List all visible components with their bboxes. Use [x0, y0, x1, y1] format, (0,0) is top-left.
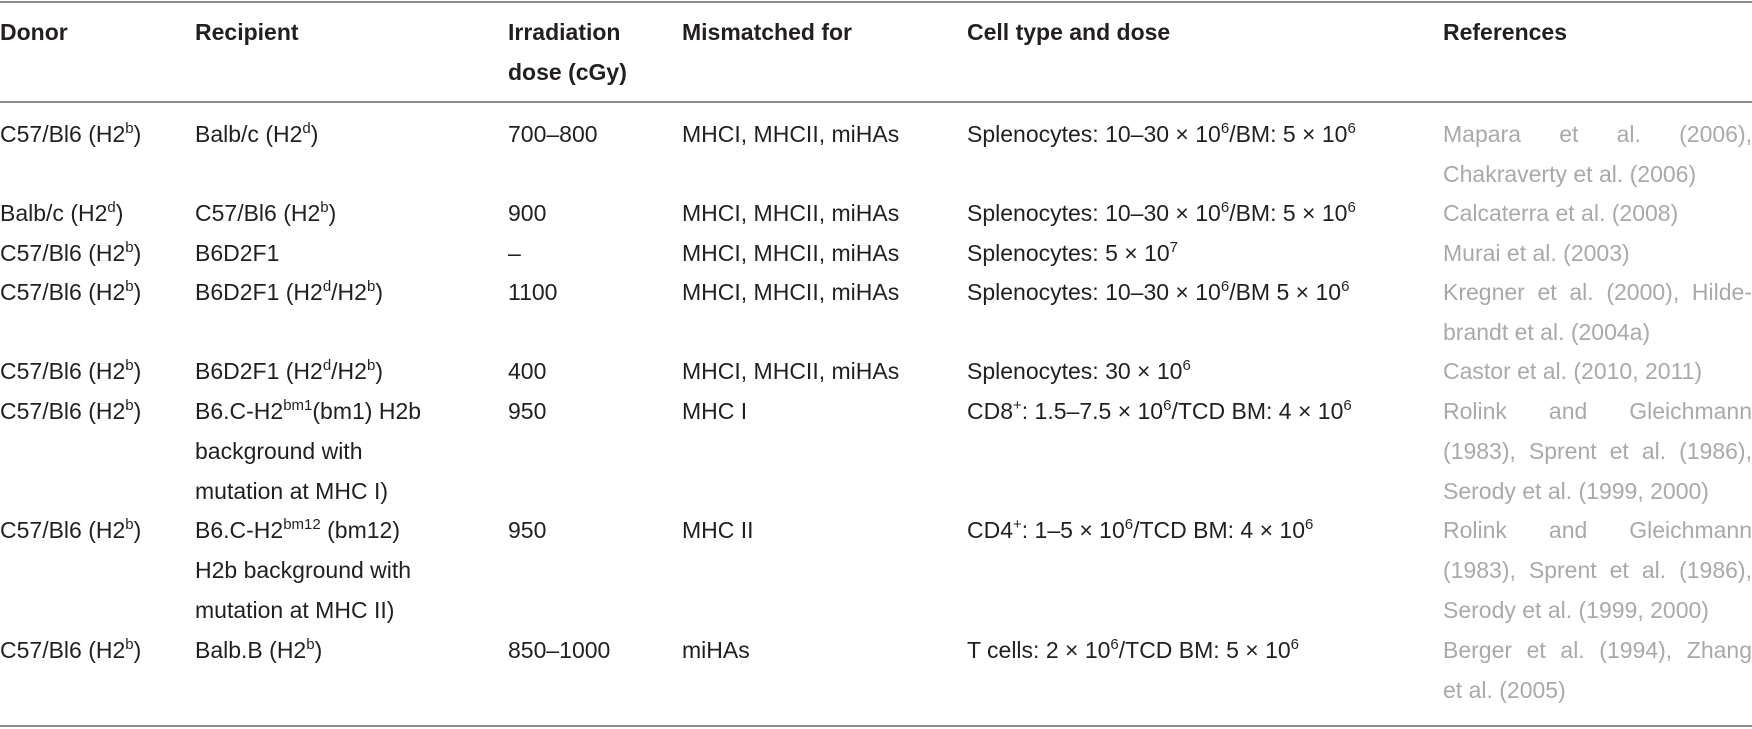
header-references: References — [1443, 19, 1568, 45]
cell-type-cell: Splenocytes: 10–30 × 106/BM: 5 × 106 — [967, 199, 1356, 226]
mismatch-cell: MHC I — [682, 398, 748, 424]
reference-cell: Calcaterra et al. (2008) — [1443, 200, 1679, 226]
cell-type-cell: Splenocytes: 10–30 × 106/BM 5 × 106 — [967, 278, 1350, 305]
dose-cell: 1100 — [508, 279, 558, 305]
donor-cell: C57/Bl6 (H2b) — [0, 120, 142, 147]
mismatch-cell: MHCI, MHCII, miHAs — [682, 240, 900, 266]
recipient-cell: Balb/c (H2d) — [195, 120, 319, 147]
donor-cell: Balb/c (H2d) — [0, 199, 124, 226]
dose-cell: 900 — [508, 200, 547, 226]
header-irradiation-line2: dose (cGy) — [508, 59, 627, 85]
reference-cell: Kregner et al. (2000), Hilde- brandt et … — [1443, 279, 1752, 345]
cell-type-cell: T cells: 2 × 106/TCD BM: 5 × 106 — [967, 636, 1300, 663]
header-mismatched: Mismatched for — [682, 19, 852, 45]
recipient-cell: B6D2F1 — [195, 240, 280, 266]
table-top-rule — [0, 1, 1752, 3]
cell-type-cell: CD8+: 1.5–7.5 × 106/TCD BM: 4 × 106 — [967, 397, 1352, 424]
donor-cell: C57/Bl6 (H2b) — [0, 357, 142, 384]
dose-cell: 400 — [508, 358, 547, 384]
reference-cell: Mapara et al. (2006), Chakraverty et al.… — [1443, 121, 1752, 187]
recipient-cell: B6D2F1 (H2d/H2b) — [195, 278, 383, 305]
table-header-rule — [0, 101, 1752, 103]
recipient-cell: B6.C-H2bm1(bm1) H2b background with muta… — [195, 397, 422, 504]
cell-type-cell: CD4+: 1–5 × 106/TCD BM: 4 × 106 — [967, 516, 1314, 543]
recipient-cell: B6D2F1 (H2d/H2b) — [195, 357, 383, 384]
mismatch-cell: MHCI, MHCII, miHAs — [682, 279, 900, 305]
mismatch-cell: MHC II — [682, 517, 754, 543]
mismatch-cell: MHCI, MHCII, miHAs — [682, 121, 900, 147]
mismatch-cell: MHCI, MHCII, miHAs — [682, 358, 900, 384]
dose-cell: 850–1000 — [508, 637, 611, 663]
header-cell-type: Cell type and dose — [967, 19, 1171, 45]
donor-cell: C57/Bl6 (H2b) — [0, 397, 142, 424]
header-irradiation: Irradiation dose (cGy) — [508, 12, 627, 92]
recipient-cell: Balb.B (H2b) — [195, 636, 323, 663]
header-donor: Donor — [0, 19, 68, 45]
donor-cell: C57/Bl6 (H2b) — [0, 516, 142, 543]
cell-type-cell: Splenocytes: 5 × 107 — [967, 239, 1179, 266]
reference-cell: Berger et al. (1994), Zhang et al. (2005… — [1443, 637, 1752, 703]
dose-cell: 700–800 — [508, 121, 598, 147]
reference-cell: Castor et al. (2010, 2011) — [1443, 358, 1703, 384]
reference-cell: Murai et al. (2003) — [1443, 240, 1630, 266]
header-irradiation-line1: Irradiation — [508, 19, 621, 45]
reference-cell: Rolink and Gleichmann (1983), Sprent et … — [1443, 517, 1752, 623]
donor-cell: C57/Bl6 (H2b) — [0, 239, 142, 266]
donor-cell: C57/Bl6 (H2b) — [0, 636, 142, 663]
dose-cell: – — [508, 240, 521, 266]
reference-cell: Rolink and Gleichmann (1983), Sprent et … — [1443, 398, 1752, 504]
mismatch-cell: MHCI, MHCII, miHAs — [682, 200, 900, 226]
dose-cell: 950 — [508, 398, 547, 424]
cell-type-cell: Splenocytes: 10–30 × 106/BM: 5 × 106 — [967, 120, 1356, 147]
dose-cell: 950 — [508, 517, 547, 543]
cell-type-cell: Splenocytes: 30 × 106 — [967, 357, 1191, 384]
recipient-cell: C57/Bl6 (H2b) — [195, 199, 337, 226]
header-recipient: Recipient — [195, 19, 299, 45]
donor-cell: C57/Bl6 (H2b) — [0, 278, 142, 305]
recipient-cell: B6.C-H2bm12 (bm12) H2b background with m… — [195, 516, 412, 623]
mismatch-cell: miHAs — [682, 637, 750, 663]
table-bottom-rule — [0, 725, 1752, 727]
